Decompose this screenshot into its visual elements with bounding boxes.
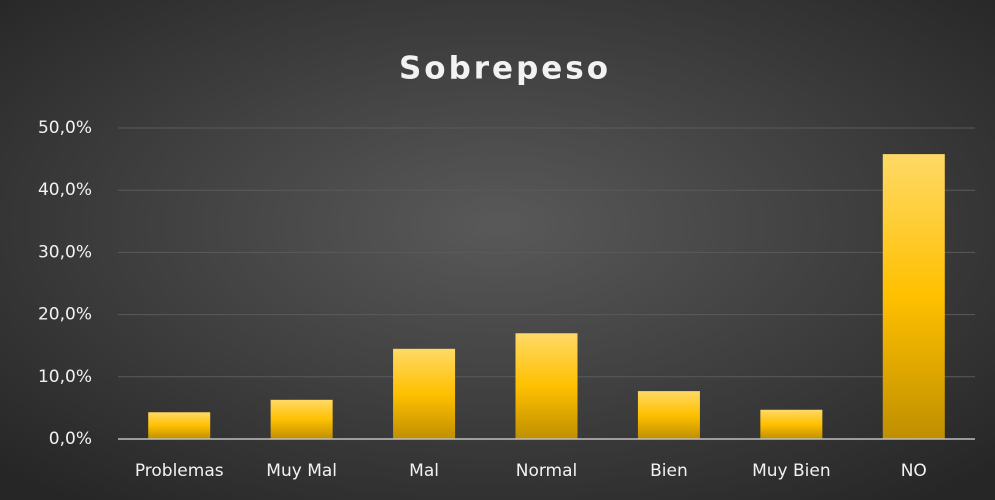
- bar: [882, 154, 945, 439]
- chart-title: Sobrepeso: [399, 51, 611, 87]
- x-tick-label: Mal: [409, 461, 439, 481]
- y-tick-label: 0,0%: [49, 429, 92, 449]
- bar: [760, 409, 823, 439]
- x-tick-label: Problemas: [135, 461, 224, 481]
- y-tick-label: 30,0%: [38, 242, 92, 262]
- x-tick-label: Normal: [516, 461, 578, 481]
- x-tick-label: Muy Bien: [752, 461, 831, 481]
- y-tick-label: 40,0%: [38, 180, 92, 200]
- x-tick-label: NO: [901, 461, 927, 481]
- x-tick-label: Muy Mal: [266, 461, 337, 481]
- bar: [270, 399, 333, 439]
- y-tick-label: 50,0%: [38, 118, 92, 138]
- bar: [148, 412, 211, 439]
- x-tick-label: Bien: [650, 461, 688, 481]
- y-tick-label: 20,0%: [38, 305, 92, 325]
- bar: [637, 391, 700, 439]
- bar: [515, 333, 578, 439]
- bar: [393, 348, 456, 439]
- y-tick-label: 10,0%: [38, 367, 92, 387]
